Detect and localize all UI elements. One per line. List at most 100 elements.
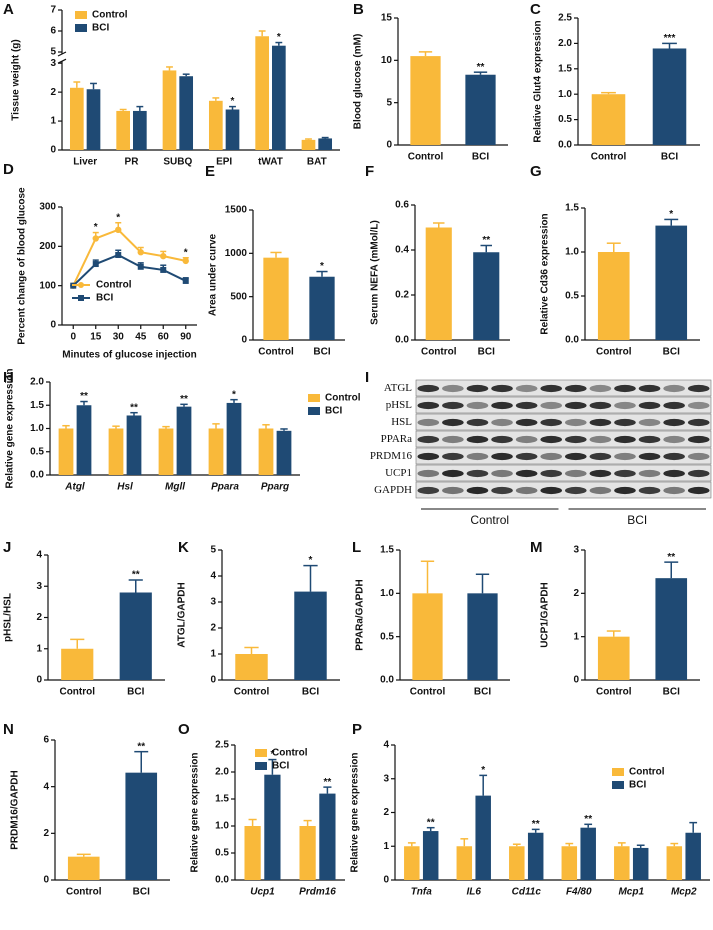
legend-swatch	[308, 394, 320, 402]
y-tick-label: 10	[381, 55, 393, 66]
blot-band	[663, 418, 685, 427]
y-axis-label: Relative Cd36 expression	[540, 213, 551, 334]
x-tick-label: BCI	[302, 687, 319, 698]
legend-label: Control	[325, 393, 361, 404]
blot-band	[466, 384, 489, 393]
blot-band	[614, 469, 636, 478]
blot-band	[442, 452, 464, 461]
y-tick-label: 2	[573, 588, 579, 599]
blot-band	[466, 401, 489, 410]
y-axis-label: ATGL/GAPDH	[177, 582, 188, 647]
blot-band	[687, 401, 710, 410]
y-tick-label: 1.0	[558, 89, 572, 100]
y-tick-label: 0	[36, 675, 42, 686]
bar	[258, 428, 274, 475]
y-tick-label: 200	[39, 241, 56, 252]
blot-band	[589, 452, 612, 461]
significance: **	[482, 235, 490, 246]
legend-swatch	[255, 762, 267, 770]
blot-strip	[415, 481, 712, 499]
blot-band	[442, 435, 464, 444]
blot-row-label: PRDM16	[370, 450, 413, 462]
x-tick-label: Control	[66, 887, 102, 898]
bar	[422, 831, 439, 880]
bar	[685, 832, 701, 880]
y-tick-label: 1500	[225, 205, 248, 216]
y-axis-label: PRDM16/GAPDH	[10, 770, 21, 849]
blot-band	[540, 384, 563, 393]
bar	[655, 225, 688, 340]
y-tick-label: 3	[383, 773, 389, 784]
significance: **	[584, 814, 592, 825]
blot-band	[663, 401, 685, 410]
blot-band	[540, 418, 563, 427]
legend-marker	[78, 295, 84, 301]
blot-band	[638, 486, 661, 495]
legend-label: Control	[92, 10, 128, 21]
y-tick-label: 4	[43, 781, 49, 792]
blot-strip	[415, 379, 712, 397]
x-tick-label: Control	[258, 347, 294, 358]
marker	[160, 266, 167, 273]
y-tick-label: 1.0	[215, 821, 229, 832]
legend-marker	[78, 282, 84, 288]
bar	[404, 846, 420, 880]
panel-letter: M	[530, 539, 543, 556]
blot-band	[638, 435, 661, 444]
blot-band	[614, 418, 636, 427]
bar	[591, 94, 626, 145]
blot-band	[589, 486, 612, 495]
bar	[255, 36, 269, 150]
x-tick-label: Ucp1	[250, 887, 275, 898]
y-tick-label: 0.0	[395, 335, 409, 346]
blot-strip	[415, 464, 712, 482]
blot-band	[466, 486, 489, 495]
x-tick-label: Control	[421, 347, 457, 358]
bar	[467, 593, 498, 680]
blot-band	[442, 401, 464, 410]
y-tick-label: 3	[573, 545, 579, 556]
x-tick-label: 30	[113, 332, 125, 343]
y-axis-label: Percent change of blood glucose	[17, 187, 28, 345]
blot-band	[687, 418, 710, 427]
blot-band	[491, 435, 513, 444]
x-tick-label: Mcp1	[618, 887, 644, 898]
blot-band	[564, 418, 587, 427]
y-axis-label: Relative Glut4 expression	[533, 20, 544, 142]
x-tick-label: Control	[410, 687, 446, 698]
y-tick-label: 0.0	[380, 675, 394, 686]
significance: *	[320, 261, 324, 272]
y-tick-label: 2.5	[215, 740, 229, 751]
x-tick-label: Control	[596, 687, 632, 698]
blot-band	[614, 401, 636, 410]
x-tick-label: Control	[596, 347, 632, 358]
y-axis-label: Relative gene expression	[190, 752, 201, 872]
bar	[299, 826, 316, 880]
panel-letter: K	[178, 539, 189, 556]
blot-band	[491, 452, 513, 461]
bar	[655, 578, 688, 680]
y-axis-label: UCP1/GAPDH	[540, 582, 551, 648]
blot-band	[515, 486, 538, 495]
y-tick-label: 4	[210, 571, 216, 582]
panel-letter: C	[530, 1, 541, 18]
y-tick-label: 15	[381, 13, 393, 24]
significance: **	[132, 570, 140, 581]
y-tick-label: 300	[39, 202, 56, 213]
blot-band	[638, 452, 661, 461]
x-tick-label: Pparg	[261, 482, 289, 493]
blot-strip	[415, 447, 712, 465]
panel-letter: H	[3, 369, 14, 386]
y-tick-label: 0	[383, 875, 389, 886]
y-tick-label: 2.0	[558, 38, 572, 49]
significance: *	[309, 555, 313, 566]
y-tick-label: 0.0	[215, 875, 229, 886]
y-axis-label: Blood glucose (mM)	[353, 34, 364, 130]
marker	[92, 235, 99, 242]
blot-band	[417, 401, 440, 410]
significance: ***	[664, 33, 676, 44]
significance: **	[324, 777, 332, 788]
bar	[465, 74, 496, 145]
blot-band	[614, 486, 636, 495]
